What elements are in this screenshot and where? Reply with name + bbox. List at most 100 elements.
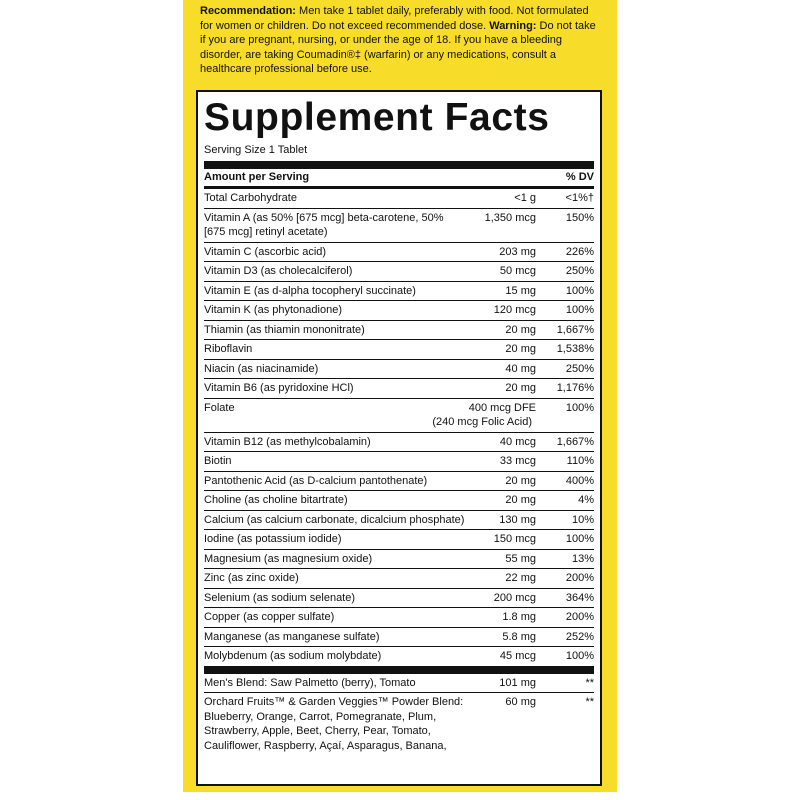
fact-row: Vitamin B12 (as methylcobalamin) 40 mcg 1,… [204,433,594,452]
rec-text: Men take 1 tablet daily, preferably with… [200,5,589,32]
nutrient-name: Calcium (as calcium carbonate, dicalcium… [204,513,465,526]
amount: 33 mcg [499,455,536,467]
rec-label: Recommendation: [200,5,296,17]
daily-value: 1,538% [556,343,594,355]
fact-row: Vitamin C (ascorbic acid) 203 mg 226% [204,243,594,262]
nutrient-name: Magnesium (as magnesium oxide) [204,552,373,565]
daily-value: 200% [565,572,594,584]
nutrient-name: Vitamin B6 (as pyridoxine HCl) [204,382,354,394]
divider [204,665,594,674]
nutrient-name: Vitamin K (as phytonadione) [204,304,342,316]
fact-row: Copper (as copper sulfate) 1.8 mg 200% [204,608,594,628]
fact-row: Vitamin B6 (as pyridoxine HCl) 20 mg 1,176… [204,379,594,399]
daily-value: 250% [565,362,594,375]
warning-text: Do not take if you are pregnant, nursing… [200,19,596,76]
amount: 55 mg [505,552,536,565]
daily-value: 200% [565,611,594,623]
fact-row: Folate 400 mcg DFE 100% (240 mcg Folic Acid… [204,399,594,433]
divider [204,186,594,189]
amount: 22 mg [505,572,536,584]
daily-value: 100% [565,533,594,545]
amount: 40 mg [505,362,536,375]
serving-size: Serving Size 1 Tablet [204,144,308,156]
amount-note: (240 mcg Folic Acid) [432,416,532,428]
nutrient-name: Vitamin D3 (as cholecalciferol) [204,265,353,277]
daily-value: 1,176% [556,382,594,394]
nutrient-name: Choline (as choline bitartrate) [204,494,348,506]
facts-title: Supplement Facts [204,96,550,139]
fact-row: Iodine (as potassium iodide) 150 mcg 100% [204,530,594,550]
amount: 150 mcg [493,533,536,545]
daily-value: 364% [565,591,594,604]
daily-value: 13% [571,552,594,565]
nutrient-name: Orchard Fruits™ & Garden Veggies™ Powder… [204,696,464,752]
daily-value: 100% [565,401,594,414]
fact-row: Magnesium (as magnesium oxide) 55 mg 13% [204,550,594,569]
fact-row: Total Carbohydrate <1 g <1%† [204,189,594,209]
fact-row: Riboflavin 20 mg 1,538% [204,340,594,360]
nutrient-name: Vitamin B12 (as methylcobalamin) [204,435,371,448]
amount: 130 mg [499,513,536,526]
nutrient-name: Vitamin C (ascorbic acid) [204,245,327,258]
amount: 120 mcg [493,304,536,316]
amount: <1 g [514,192,536,204]
facts-panel: Supplement Facts Serving Size 1 Tablet A… [196,90,602,786]
nutrient-name: Selenium (as sodium selenate) [204,591,356,604]
daily-value: 110% [566,455,594,467]
daily-value: 150% [565,211,594,224]
daily-value: 252% [565,630,594,643]
fact-row: Manganese (as manganese sulfate) 5.8 mg 25… [204,628,594,647]
fact-row: Thiamin (as thiamin mononitrate) 20 mg 1,6… [204,321,594,340]
amount: 40 mcg [499,435,536,448]
daily-value: 226% [565,245,594,258]
nutrient-name: Men's Blend: Saw Palmetto (berry), Tomat… [204,676,416,689]
fact-row: Choline (as choline bitartrate) 20 mg 4% [204,491,594,511]
nutrient-name: Molybdenum (as sodium molybdate) [204,650,382,662]
amount: 20 mg [505,343,536,355]
amount: 1.8 mg [502,611,536,623]
amount: 15 mg [505,284,536,297]
daily-value: 1,667% [556,323,594,336]
fact-row: Vitamin E (as d-alpha tocopheryl succina… [204,282,594,301]
amount: 203 mg [499,245,536,258]
daily-value: 100% [565,304,594,316]
amount: 400 mcg DFE [468,401,536,414]
amount: 20 mg [505,323,536,336]
nutrient-name: Copper (as copper sulfate) [204,611,335,623]
nutrient-name: Iodine (as potassium iodide) [204,533,342,545]
fact-row: Selenium (as sodium selenate) 200 mcg 364% [204,589,594,608]
daily-value: 250% [565,265,594,277]
nutrient-name: Vitamin A (as 50% [675 mcg] beta-caroten… [204,211,444,239]
amount: 5.8 mg [502,630,536,643]
fact-row: Men's Blend: Saw Palmetto (berry), Tomat… [204,674,594,693]
amount: 60 mg [505,696,536,708]
daily-value: 1,667% [556,435,594,448]
fact-row: Niacin (as niacinamide) 40 mg 250% [204,360,594,379]
amount: 101 mg [499,676,536,689]
fact-row: Vitamin A (as 50% [675 mcg] beta-caroten… [204,209,594,243]
daily-value: ** [585,676,594,689]
amount: 50 mcg [499,265,536,277]
fact-row: Pantothenic Acid (as D-calcium pantothen… [204,472,594,491]
nutrient-name: Manganese (as manganese sulfate) [204,630,380,643]
nutrient-name: Zinc (as zinc oxide) [204,572,299,584]
fact-row: Calcium (as calcium carbonate, dicalcium… [204,511,594,530]
amount: 20 mg [505,474,536,487]
warning-label: Warning: [489,19,537,32]
daily-value: 4% [578,494,594,506]
nutrient-name: Niacin (as niacinamide) [204,362,319,375]
nutrient-name: Total Carbohydrate [204,192,297,204]
fact-row: Zinc (as zinc oxide) 22 mg 200% [204,569,594,589]
amount: 20 mg [505,494,536,506]
daily-value: 100% [565,284,594,297]
nutrient-name: Biotin [204,455,232,467]
daily-value: <1%† [565,192,594,204]
nutrient-name: Vitamin E (as d-alpha tocopheryl succina… [204,284,416,297]
amount: 20 mg [505,382,536,394]
nutrient-name: Thiamin (as thiamin mononitrate) [204,323,365,336]
nutrient-name: Folate [204,401,235,414]
fact-row: Vitamin K (as phytonadione) 120 mcg 100% [204,301,594,321]
daily-value: 100% [565,650,594,662]
amount: 1,350 mcg [484,211,536,224]
